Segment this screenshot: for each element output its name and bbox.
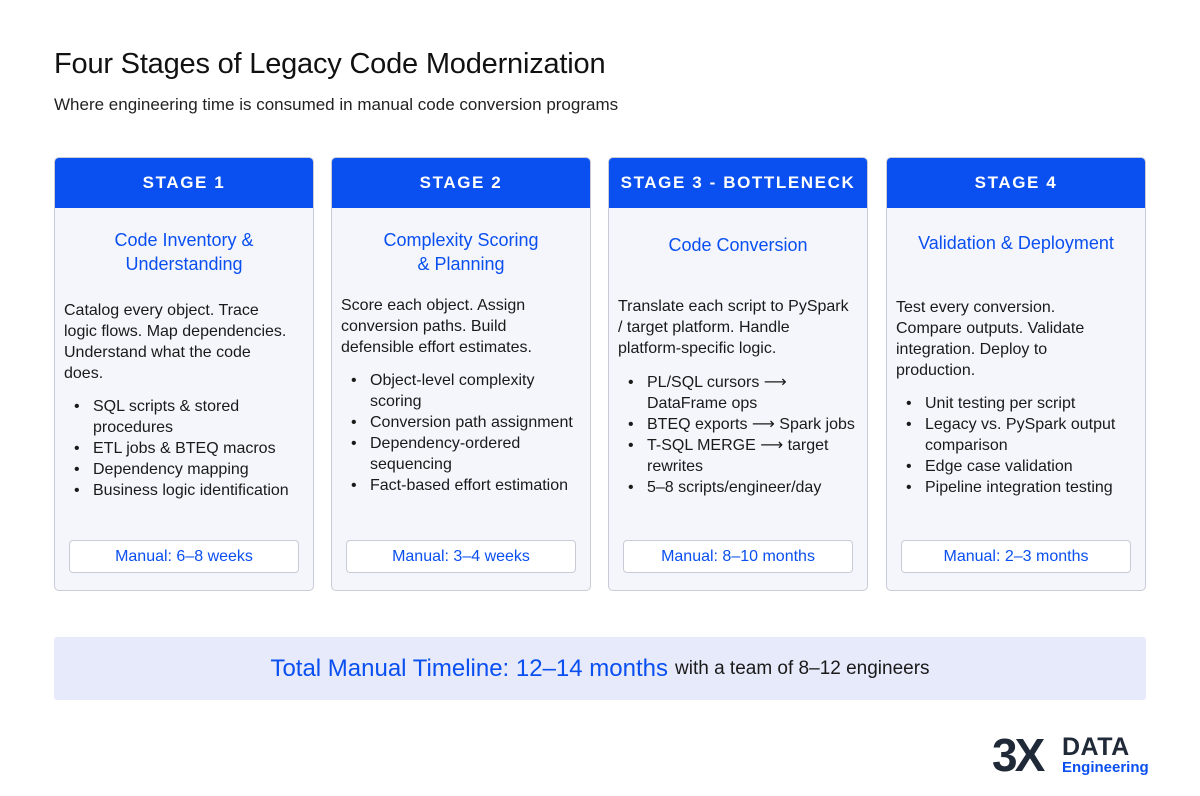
duration-badge: Manual: 8–10 months: [623, 540, 853, 573]
total-timeline-banner: Total Manual Timeline: 12–14 months with…: [54, 637, 1146, 700]
stage-card-4: STAGE 4 Validation & Deployment Test eve…: [886, 157, 1146, 591]
stage-item-list: Object-level complexity scoring Conversi…: [341, 370, 586, 496]
logo-wordmark: DATA: [1062, 733, 1130, 761]
list-item: PL/SQL cursors ⟶ DataFrame ops: [618, 372, 863, 414]
stage-description-line: defensible effort estimates.: [341, 339, 532, 356]
page-title: Four Stages of Legacy Code Modernization: [54, 48, 606, 80]
list-item: SQL scripts & stored procedures: [64, 396, 309, 438]
stage-subtitle-line: Validation & Deployment: [918, 233, 1114, 253]
stage-description-line: Translate each script to PySpark: [618, 298, 849, 315]
stage-subtitle-line: Understanding: [125, 254, 243, 274]
stage-card-3: STAGE 3 - BOTTLENECK Code Conversion Tra…: [608, 157, 868, 591]
stage-description-line: Understand what the code: [64, 344, 251, 361]
list-item: T-SQL MERGE ⟶ target rewrites: [618, 435, 863, 477]
list-item: BTEQ exports ⟶ Spark jobs: [618, 414, 863, 435]
stage-header: STAGE 2: [332, 158, 590, 208]
stage-description-line: production.: [896, 362, 976, 379]
list-item: Fact-based effort estimation: [341, 475, 586, 496]
stage-description-line: Test every conversion.: [896, 299, 1056, 316]
company-logo: 3X DATA Engineering: [992, 730, 1152, 780]
stage-subtitle: Code Conversion: [609, 233, 867, 257]
stage-description: Catalog every object. Trace logic flows.…: [64, 300, 307, 384]
logo-mark: 3X: [992, 729, 1045, 781]
stage-description-line: logic flows. Map dependencies.: [64, 323, 287, 340]
total-timeline-team: with a team of 8–12 engineers: [675, 657, 930, 679]
stage-description-line: Catalog every object. Trace: [64, 302, 259, 319]
stage-description-line: conversion paths. Build: [341, 318, 507, 335]
stage-subtitle-line: Code Inventory &: [114, 230, 254, 250]
stage-description: Score each object. Assign conversion pat…: [341, 295, 584, 358]
duration-badge: Manual: 2–3 months: [901, 540, 1131, 573]
total-timeline-lead: Total Manual Timeline: 12–14 months: [270, 654, 668, 682]
page-subtitle: Where engineering time is consumed in ma…: [54, 95, 619, 114]
list-item: Pipeline integration testing: [896, 477, 1141, 498]
stage-card-1: STAGE 1 Code Inventory & Understanding C…: [54, 157, 314, 591]
logo-tagline: Engineering: [1062, 759, 1149, 776]
stage-header: STAGE 3 - BOTTLENECK: [609, 158, 867, 208]
stage-header: STAGE 4: [887, 158, 1145, 208]
duration-badge: Manual: 6–8 weeks: [69, 540, 299, 573]
stage-description-line: integration. Deploy to: [896, 341, 1048, 358]
stage-description: Translate each script to PySpark / targe…: [618, 296, 861, 359]
list-item: Dependency-ordered sequencing: [341, 433, 586, 475]
stage-subtitle-line: Complexity Scoring: [383, 230, 539, 250]
list-item: Edge case validation: [896, 456, 1141, 477]
stage-subtitle-line: Code Conversion: [668, 235, 808, 255]
stage-header: STAGE 1: [55, 158, 313, 208]
stage-description-line: Score each object. Assign: [341, 297, 526, 314]
stage-subtitle: Code Inventory & Understanding: [55, 228, 313, 276]
list-item: Legacy vs. PySpark output comparison: [896, 414, 1141, 456]
list-item: Conversion path assignment: [341, 412, 586, 433]
stage-description-line: / target platform. Handle: [618, 319, 790, 336]
stage-subtitle: Validation & Deployment: [887, 231, 1145, 255]
duration-badge: Manual: 3–4 weeks: [346, 540, 576, 573]
stage-description: Test every conversion. Compare outputs. …: [896, 297, 1139, 381]
stage-item-list: Unit testing per script Legacy vs. PySpa…: [896, 393, 1141, 498]
stage-description-line: platform-specific logic.: [618, 340, 777, 357]
stage-subtitle-line: & Planning: [417, 254, 505, 274]
stage-description-line: Compare outputs. Validate: [896, 320, 1085, 337]
list-item: Unit testing per script: [896, 393, 1141, 414]
list-item: Dependency mapping: [64, 459, 309, 480]
stage-description-line: does.: [64, 365, 104, 382]
stage-item-list: PL/SQL cursors ⟶ DataFrame ops BTEQ expo…: [618, 372, 863, 498]
stage-subtitle: Complexity Scoring & Planning: [332, 228, 590, 276]
stage-item-list: SQL scripts & stored procedures ETL jobs…: [64, 396, 309, 501]
stage-card-2: STAGE 2 Complexity Scoring & Planning Sc…: [331, 157, 591, 591]
list-item: ETL jobs & BTEQ macros: [64, 438, 309, 459]
list-item: 5–8 scripts/engineer/day: [618, 477, 863, 498]
list-item: Object-level complexity scoring: [341, 370, 586, 412]
list-item: Business logic identification: [64, 480, 309, 501]
